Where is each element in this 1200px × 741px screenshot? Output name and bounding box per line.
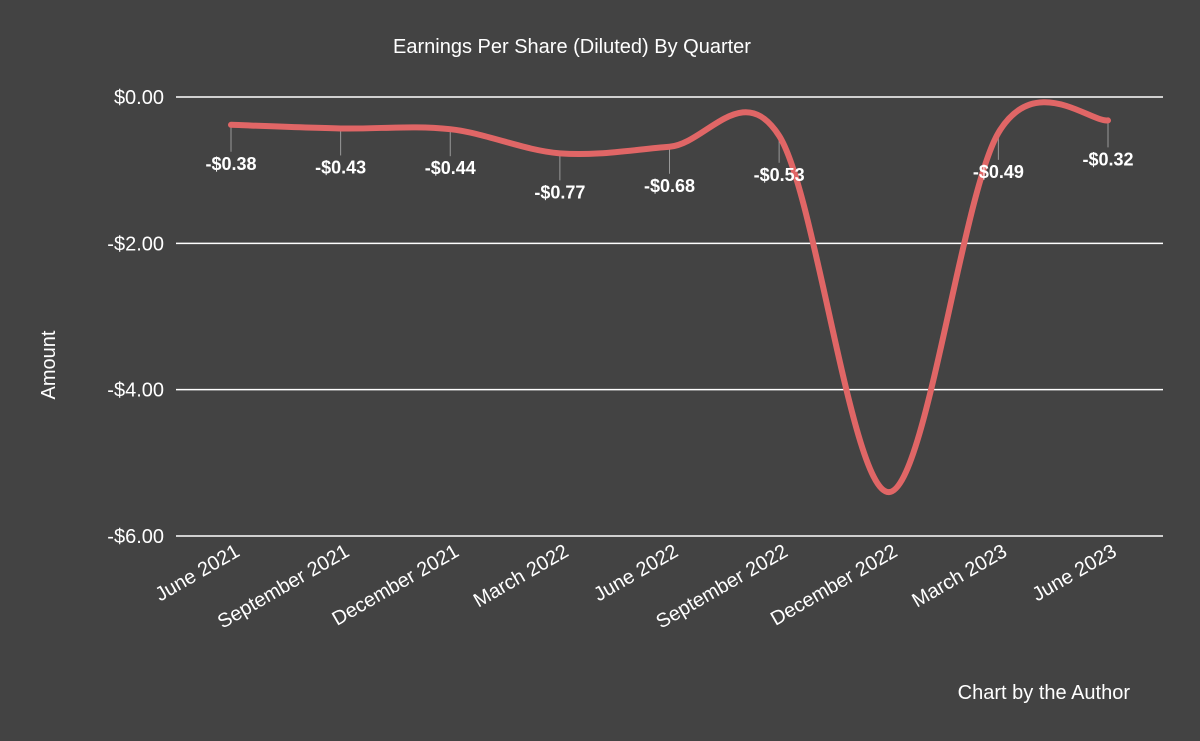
data-label: -$0.38 <box>205 154 256 174</box>
y-tick-label: $0.00 <box>114 87 164 109</box>
chart-title: Earnings Per Share (Diluted) By Quarter <box>393 36 751 58</box>
data-label: -$0.44 <box>425 158 476 178</box>
data-point <box>338 125 344 131</box>
x-tick-label: June 2022 <box>590 540 682 606</box>
data-labels: -$0.38 -$0.43 -$0.44 -$0.77 -$0.68 -$0.53 -$0.… <box>205 149 1133 202</box>
x-tick-label: June 2023 <box>1029 540 1121 606</box>
y-tick-label: -$4.00 <box>107 380 164 402</box>
data-point <box>1105 117 1111 123</box>
data-label: -$0.49 <box>973 162 1024 182</box>
y-tick-label: -$2.00 <box>107 233 164 255</box>
chart-footer: Chart by the Author <box>958 682 1131 704</box>
data-point <box>776 133 782 139</box>
gridlines <box>176 96 1163 537</box>
data-label: -$0.68 <box>644 176 695 196</box>
y-axis-title: Amount <box>38 330 60 399</box>
y-tick-label: -$6.00 <box>107 526 164 548</box>
x-tick-label: June 2021 <box>152 540 244 606</box>
data-label: -$0.77 <box>534 182 585 202</box>
x-tick-label: March 2023 <box>908 540 1010 612</box>
data-label: -$0.43 <box>315 157 366 177</box>
x-tick-label: March 2022 <box>470 540 572 612</box>
y-tick-labels: $0.00 -$2.00 -$4.00 -$6.00 <box>107 87 164 548</box>
data-point <box>667 144 673 150</box>
data-point <box>557 150 563 156</box>
data-point <box>228 122 234 128</box>
data-point <box>886 489 892 495</box>
eps-series-line <box>228 99 1111 496</box>
data-label: -$0.53 <box>754 165 805 185</box>
data-point <box>447 126 453 132</box>
data-point <box>995 130 1001 136</box>
data-label: -$0.32 <box>1082 149 1133 169</box>
